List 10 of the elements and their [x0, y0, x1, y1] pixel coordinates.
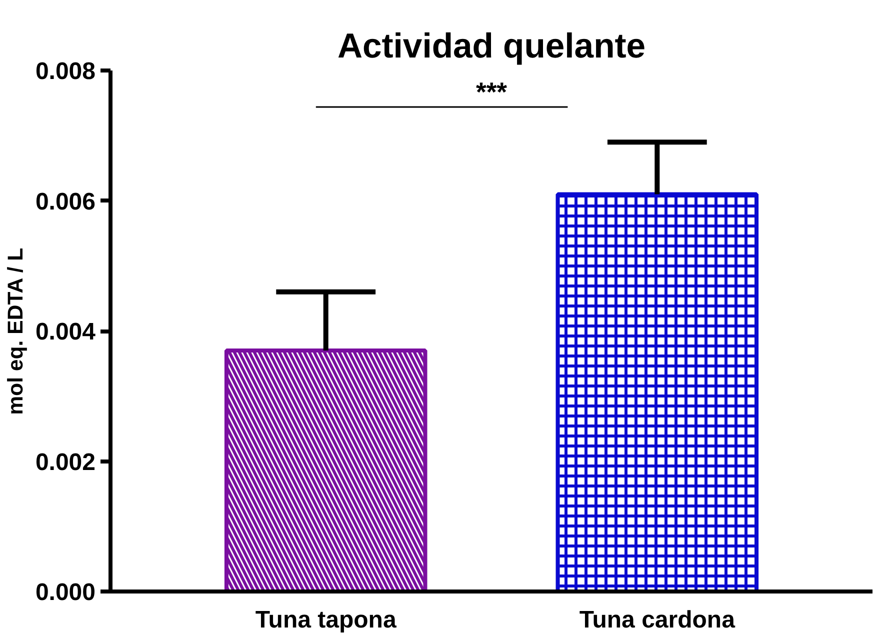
- y-tick-label: 0.000: [35, 579, 96, 606]
- chart-title: Actividad quelante: [337, 28, 646, 66]
- y-axis-title: mol eq. EDTA / L: [3, 248, 28, 415]
- x-tick-label: Tuna tapona: [255, 606, 397, 634]
- x-tick-label: Tuna cardona: [579, 606, 736, 634]
- y-tick-label: 0.006: [35, 188, 96, 216]
- y-tick-label: 0.008: [35, 58, 96, 85]
- y-tick-label: 0.004: [35, 318, 96, 346]
- y-tick-label: 0.002: [35, 448, 96, 476]
- annotation: ***: [476, 76, 508, 107]
